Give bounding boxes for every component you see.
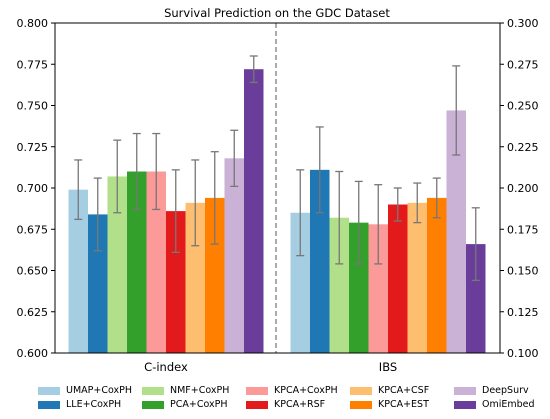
legend-swatch [246, 401, 268, 409]
bar [368, 224, 388, 353]
chart-svg: Survival Prediction on the GDC Dataset 0… [17, 6, 539, 374]
left-tick-label: 0.775 [17, 58, 49, 71]
left-tick-label: 0.800 [17, 17, 49, 30]
right-tick-label: 0.150 [507, 265, 539, 278]
legend-label: NMF+CoxPH [170, 385, 230, 396]
bar [310, 169, 330, 353]
bar [224, 158, 244, 353]
bar [427, 197, 447, 353]
right-tick-label: 0.225 [507, 141, 539, 154]
bar [185, 202, 205, 353]
legend-label: OmiEmbed [482, 399, 535, 410]
category-labels: C-index IBS [144, 360, 397, 374]
legend-swatch [38, 401, 60, 409]
right-tick-label: 0.300 [507, 17, 539, 30]
bar [290, 212, 310, 353]
legend-label: UMAP+CoxPH [66, 385, 132, 396]
left-tick-label: 0.600 [17, 347, 49, 360]
right-tick-label: 0.275 [507, 58, 539, 71]
legend-swatch [142, 401, 164, 409]
bar [205, 197, 225, 353]
bar [68, 189, 88, 353]
bar [446, 110, 466, 353]
bar [244, 69, 264, 353]
left-axis-ticks: 0.600 0.625 0.650 0.675 0.700 0.725 0.750 0.775… [17, 17, 55, 360]
left-tick-label: 0.650 [17, 265, 49, 278]
bar [166, 211, 186, 353]
legend-swatch [142, 387, 164, 395]
legend-label: KPCA+RSF [274, 399, 326, 410]
right-tick-label: 0.100 [507, 347, 539, 360]
legend-label: KPCA+CSF [378, 385, 430, 396]
bar [146, 171, 166, 353]
legend-swatch [350, 401, 372, 409]
category-label-ibs: IBS [379, 360, 397, 374]
legend-swatch [454, 387, 476, 395]
left-tick-label: 0.625 [17, 306, 49, 319]
bars-group [68, 69, 486, 353]
category-label-cindex: C-index [144, 360, 188, 374]
legend-label: LLE+CoxPH [66, 399, 122, 410]
left-tick-label: 0.675 [17, 223, 49, 236]
legend-swatch [454, 401, 476, 409]
bar [407, 202, 427, 353]
plot-frame [54, 22, 501, 354]
error-bars-group [74, 55, 480, 282]
legend-label: PCA+CoxPH [170, 399, 228, 410]
legend-swatch [350, 387, 372, 395]
legend-label: KPCA+EST [378, 399, 429, 410]
right-tick-label: 0.250 [507, 100, 539, 113]
legend-label: DeepSurv [482, 385, 529, 396]
left-tick-label: 0.700 [17, 182, 49, 195]
left-tick-label: 0.725 [17, 141, 49, 154]
bar [329, 217, 349, 353]
bar [349, 222, 369, 353]
bar [88, 214, 108, 353]
bar [107, 176, 127, 353]
right-tick-label: 0.175 [507, 223, 539, 236]
left-tick-label: 0.750 [17, 100, 49, 113]
bar [127, 171, 147, 353]
right-tick-label: 0.125 [507, 306, 539, 319]
bar [388, 204, 408, 353]
legend-label: KPCA+CoxPH [274, 385, 338, 396]
right-tick-label: 0.200 [507, 182, 539, 195]
right-axis-ticks: 0.100 0.125 0.150 0.175 0.200 0.225 0.250 0.275… [500, 17, 539, 360]
bar [466, 244, 486, 353]
legend-swatch [38, 387, 60, 395]
chart-title: Survival Prediction on the GDC Dataset [164, 6, 390, 20]
legend-swatch [246, 387, 268, 395]
